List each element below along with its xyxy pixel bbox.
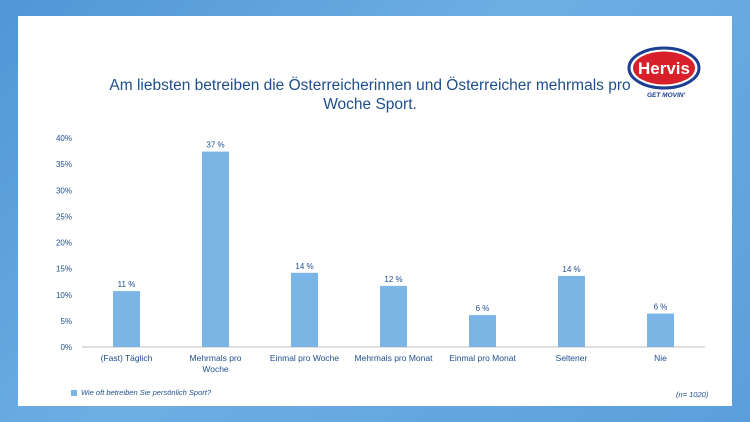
chart-title: Am liebsten betreiben die Österreicherin… xyxy=(109,77,631,113)
x-tick-label: Seltener xyxy=(556,353,588,363)
y-tick-label: 10% xyxy=(56,291,72,300)
bar-5 xyxy=(469,315,496,347)
y-tick-label: 40% xyxy=(56,134,72,143)
x-tick-label: Einmal pro Woche xyxy=(270,353,340,363)
x-tick-label: Nie xyxy=(654,353,667,363)
y-tick-label: 35% xyxy=(56,160,72,169)
bar-2 xyxy=(202,151,229,347)
svg-text:Hervis: Hervis xyxy=(638,59,690,78)
bar-7 xyxy=(647,313,674,347)
data-label: 6 % xyxy=(476,304,490,313)
hervis-logo: Hervis GET MOVIN' xyxy=(627,46,701,99)
y-tick-label: 0% xyxy=(60,343,72,352)
legend-swatch xyxy=(71,389,77,396)
legend: Wie oft betreiben Sie persönlich Sport? xyxy=(71,388,211,397)
bar-6 xyxy=(558,275,585,347)
y-tick-label: 30% xyxy=(56,186,72,195)
bar-4 xyxy=(380,285,407,347)
data-label: 11 % xyxy=(118,280,136,289)
x-tick-label: Mehrmals pro Monat xyxy=(355,353,434,363)
svg-text:GET MOVIN': GET MOVIN' xyxy=(647,92,685,99)
y-tick-label: 20% xyxy=(56,239,72,248)
legend-label: Wie oft betreiben Sie persönlich Sport? xyxy=(81,388,212,397)
data-label: 14 % xyxy=(295,262,313,271)
data-label: 37 % xyxy=(206,141,224,150)
bar-1 xyxy=(113,291,140,347)
x-tick-label: (Fast) Täglich xyxy=(101,353,153,363)
data-label: 12 % xyxy=(384,275,402,284)
y-tick-label: 25% xyxy=(56,212,72,221)
sample-size-note: (n= 1020) xyxy=(676,390,709,399)
data-label: 6 % xyxy=(654,303,668,312)
data-label: 14 % xyxy=(562,265,580,274)
y-tick-label: 5% xyxy=(60,317,72,326)
x-tick-label: Mehrmals pro Woche xyxy=(190,353,242,374)
bar-3 xyxy=(291,272,318,347)
x-tick-label: Einmal pro Monat xyxy=(449,353,516,363)
y-tick-label: 15% xyxy=(56,265,72,274)
